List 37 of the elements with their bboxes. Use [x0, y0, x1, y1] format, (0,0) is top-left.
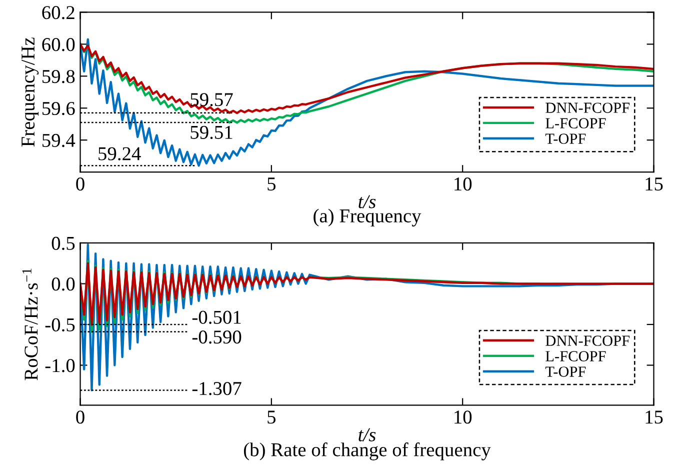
text: (a) Frequency: [314, 208, 422, 226]
y-tick-label: 59.4: [42, 134, 76, 148]
y-tick-label: 0.5: [52, 236, 75, 250]
ref-line-label: 59.51: [190, 126, 232, 140]
legend-label: T-OPF: [545, 134, 586, 144]
x-tick-label: 5: [268, 178, 276, 191]
x-tick-label: 10: [454, 177, 472, 191]
ref-line-label: -0.501: [192, 310, 241, 324]
x-axis-title: t/s: [358, 195, 376, 208]
line-series: [80, 38, 654, 167]
x-tick-label: 15: [646, 410, 663, 424]
legend-label: DNN-FCOPF: [546, 102, 630, 113]
ref-line-label: 59.57: [190, 93, 233, 106]
legend-label: L-FCOPF: [546, 351, 606, 362]
ref-line-label: -0.590: [192, 330, 242, 344]
ref-line-label: -1.307: [192, 382, 242, 396]
y-tick-label: 60.0: [42, 38, 75, 52]
y-tick-label: 59.8: [42, 70, 75, 84]
x-tick-label: 0: [76, 177, 84, 191]
y-tick-label: 60.2: [42, 6, 74, 20]
y-tick-label: -0.5: [45, 318, 75, 332]
y-axis-title: RoCoF/Hz·s$^{−1}$: [22, 268, 38, 380]
x-tick-label: 15: [646, 178, 663, 191]
x-tick-label: 10: [454, 410, 472, 424]
x-axis-title: t/s: [358, 428, 376, 442]
ref-line-label: 59.24: [98, 147, 141, 160]
text: (b) Rate of change of frequency: [244, 442, 491, 460]
y-tick-label: 59.6: [42, 102, 75, 116]
legend-label: DNN-FCOPF: [546, 336, 630, 346]
x-tick-label: 5: [268, 410, 276, 424]
legend-label: L-FCOPF: [546, 118, 606, 128]
y-tick-label: 0.0: [52, 278, 75, 291]
legend-label: T-OPF: [545, 366, 586, 377]
line-series: [80, 262, 654, 326]
x-tick-label: 0: [76, 410, 84, 424]
y-tick-label: -1.0: [45, 359, 75, 372]
y-axis-title: Frequency/Hz: [22, 38, 39, 147]
